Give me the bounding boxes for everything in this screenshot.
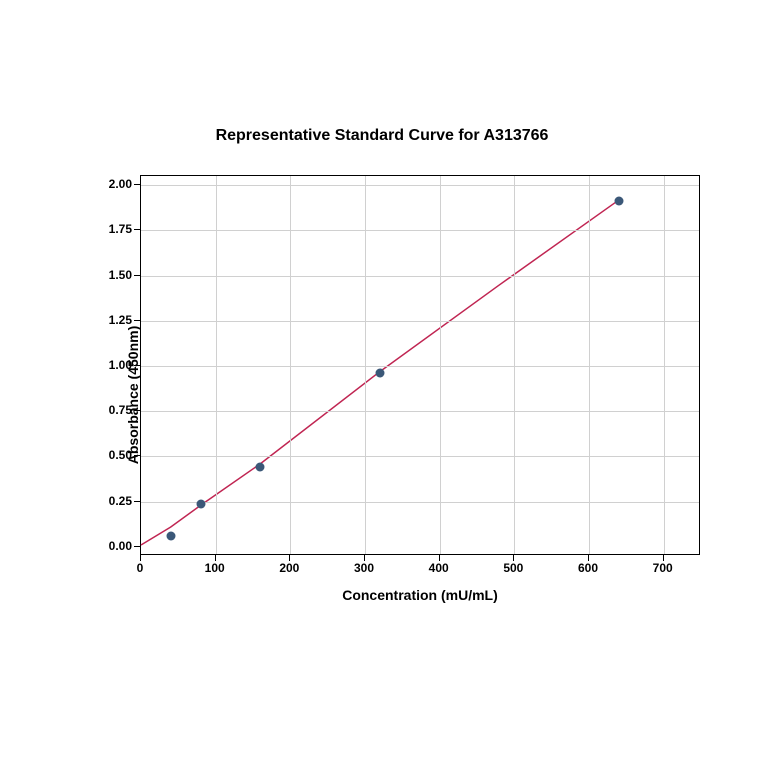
y-tick-mark bbox=[134, 410, 140, 411]
y-tick-mark bbox=[134, 365, 140, 366]
y-tick-mark bbox=[134, 546, 140, 547]
data-point bbox=[166, 532, 175, 541]
y-tick-label: 1.75 bbox=[109, 222, 132, 236]
grid-line-horizontal bbox=[141, 185, 699, 186]
y-tick-mark bbox=[134, 501, 140, 502]
data-point bbox=[256, 463, 265, 472]
plot-area bbox=[140, 175, 700, 555]
y-tick-label: 0.50 bbox=[109, 448, 132, 462]
x-tick-label: 0 bbox=[137, 561, 144, 575]
chart-container: Representative Standard Curve for A31376… bbox=[50, 155, 714, 635]
grid-line-vertical bbox=[216, 176, 217, 554]
x-tick-label: 600 bbox=[578, 561, 598, 575]
data-point bbox=[375, 369, 384, 378]
grid-line-vertical bbox=[290, 176, 291, 554]
grid-line-horizontal bbox=[141, 456, 699, 457]
y-axis-label: Absorbance (450nm) bbox=[125, 326, 141, 464]
data-point bbox=[614, 197, 623, 206]
grid-line-horizontal bbox=[141, 502, 699, 503]
x-tick-label: 100 bbox=[205, 561, 225, 575]
x-axis-label: Concentration (mU/mL) bbox=[140, 587, 700, 603]
grid-line-vertical bbox=[440, 176, 441, 554]
x-tick-label: 400 bbox=[429, 561, 449, 575]
y-tick-label: 2.00 bbox=[109, 177, 132, 191]
y-tick-mark bbox=[134, 455, 140, 456]
x-tick-label: 300 bbox=[354, 561, 374, 575]
grid-line-horizontal bbox=[141, 411, 699, 412]
grid-line-vertical bbox=[664, 176, 665, 554]
grid-line-vertical bbox=[365, 176, 366, 554]
grid-line-horizontal bbox=[141, 321, 699, 322]
y-tick-mark bbox=[134, 320, 140, 321]
grid-line-horizontal bbox=[141, 276, 699, 277]
curve-line bbox=[141, 176, 699, 554]
y-tick-label: 0.75 bbox=[109, 403, 132, 417]
chart-title: Representative Standard Curve for A31376… bbox=[50, 127, 714, 145]
y-tick-mark bbox=[134, 275, 140, 276]
data-point bbox=[196, 499, 205, 508]
y-tick-label: 1.25 bbox=[109, 313, 132, 327]
x-tick-label: 500 bbox=[503, 561, 523, 575]
y-tick-label: 1.00 bbox=[109, 358, 132, 372]
grid-line-horizontal bbox=[141, 230, 699, 231]
y-tick-label: 0.25 bbox=[109, 494, 132, 508]
grid-line-vertical bbox=[514, 176, 515, 554]
y-tick-label: 0.00 bbox=[109, 539, 132, 553]
y-tick-mark bbox=[134, 184, 140, 185]
y-tick-mark bbox=[134, 229, 140, 230]
y-tick-label: 1.50 bbox=[109, 268, 132, 282]
x-tick-label: 200 bbox=[279, 561, 299, 575]
grid-line-horizontal bbox=[141, 366, 699, 367]
x-tick-label: 700 bbox=[653, 561, 673, 575]
grid-line-vertical bbox=[589, 176, 590, 554]
